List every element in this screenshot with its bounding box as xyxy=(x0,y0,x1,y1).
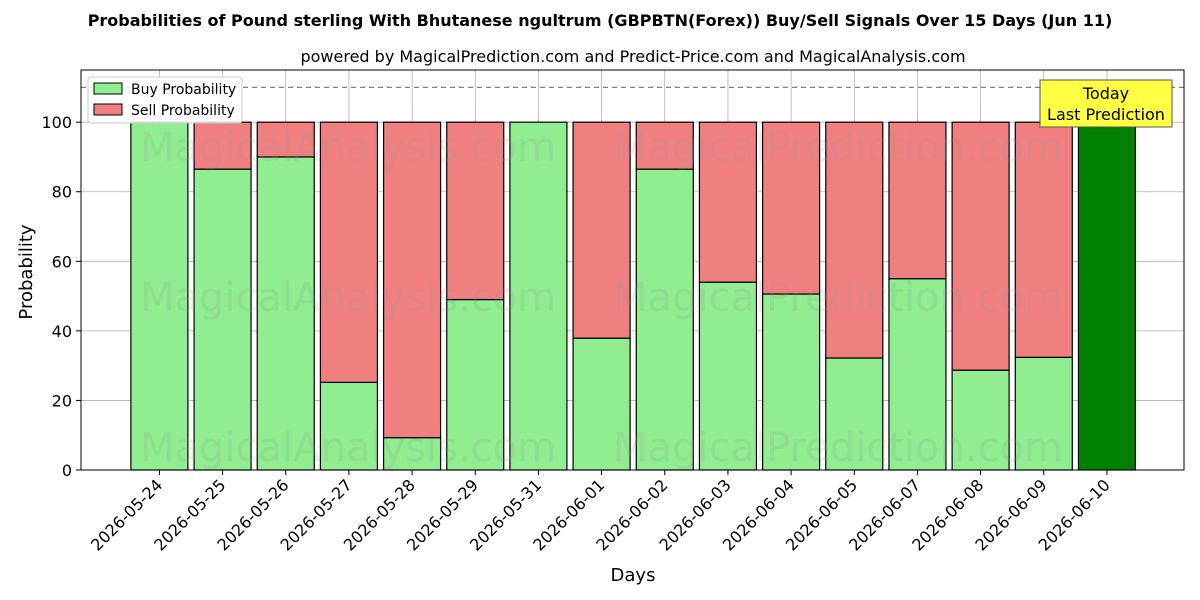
legend: Buy Probability Sell Probability xyxy=(87,76,243,124)
buy-bar xyxy=(698,281,758,471)
y-tick-label: 60 xyxy=(52,252,72,271)
watermark-text: MagicalAnalysis.com xyxy=(140,125,556,171)
sell-bar xyxy=(951,121,1010,371)
y-tick-label: 80 xyxy=(52,183,72,202)
today-label-line: Today xyxy=(1082,84,1129,103)
watermark-layer: MagicalAnalysis.com MagicalPrediction.com… xyxy=(140,125,1063,471)
buy-bar xyxy=(319,381,379,471)
y-axis-label: Probability xyxy=(16,224,37,319)
sell-bar xyxy=(446,121,505,301)
legend-swatch xyxy=(93,103,123,116)
x-axis: 2026-05-242026-05-252026-05-262026-05-27… xyxy=(87,470,1114,555)
y-axis: 0 20 40 60 80 100 xyxy=(41,113,81,480)
legend-box xyxy=(87,76,243,124)
sell-bar xyxy=(698,121,758,283)
chart-title: Probabilities of Pound sterling With Bhu… xyxy=(88,11,1113,30)
buy-bar xyxy=(572,337,631,471)
bars xyxy=(130,121,1137,471)
watermark-text: MagicalPrediction.com xyxy=(613,425,1063,471)
sell-bar xyxy=(382,121,442,439)
sell-bar xyxy=(193,121,252,170)
sell-bar xyxy=(635,121,694,170)
sell-bar xyxy=(825,121,884,359)
buy-bar xyxy=(446,298,505,471)
today-annotation: Today Last Prediction xyxy=(1039,79,1173,128)
today-label-box xyxy=(1039,79,1173,128)
legend-swatch xyxy=(93,82,123,95)
legend-label: Sell Probability xyxy=(131,103,235,119)
buy-bar xyxy=(1077,121,1137,471)
y-tick-label: 40 xyxy=(52,322,72,341)
sell-bar xyxy=(256,121,315,158)
buy-bar xyxy=(825,357,884,471)
y-tick-label: 20 xyxy=(52,391,72,410)
buy-bar xyxy=(761,293,821,471)
sell-bar xyxy=(1014,121,1073,358)
chart-subtitle: powered by MagicalPrediction.com and Pre… xyxy=(300,47,965,66)
buy-bar xyxy=(635,168,694,471)
sell-bar xyxy=(888,121,947,280)
plot-frame xyxy=(80,69,1185,471)
sell-bar xyxy=(761,121,821,295)
x-axis-label: Days xyxy=(611,565,656,586)
legend-label: Buy Probability xyxy=(131,82,236,98)
watermark-text: MagicalAnalysis.com xyxy=(140,425,556,471)
watermark-text: MagicalPrediction.com xyxy=(613,125,1063,171)
buy-bar xyxy=(509,121,568,471)
watermark-text: MagicalAnalysis.com xyxy=(140,275,556,321)
today-label-line: Last Prediction xyxy=(1047,105,1165,124)
y-tick-label: 0 xyxy=(62,461,72,480)
y-tick-label: 100 xyxy=(41,113,72,132)
sell-bar xyxy=(572,121,631,339)
watermark-text: MagicalPrediction.com xyxy=(613,275,1063,321)
buy-bar xyxy=(888,278,947,471)
buy-bar xyxy=(951,369,1010,471)
sell-bar xyxy=(319,121,379,383)
